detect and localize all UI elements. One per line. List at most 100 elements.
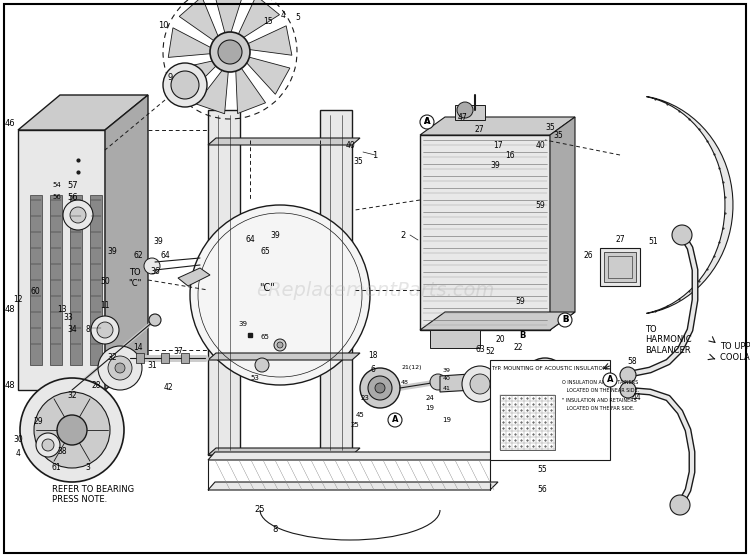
Text: 55: 55	[537, 466, 547, 475]
Polygon shape	[550, 117, 575, 330]
Polygon shape	[420, 135, 550, 330]
Text: 40: 40	[345, 140, 355, 149]
Text: O INSULATION AND RETAINERS: O INSULATION AND RETAINERS	[562, 379, 638, 384]
Text: 13: 13	[57, 305, 67, 315]
Circle shape	[388, 413, 402, 427]
Text: " INSULATION AND RETAINERS: " INSULATION AND RETAINERS	[562, 398, 637, 403]
Text: 11: 11	[100, 300, 109, 310]
Polygon shape	[18, 95, 148, 130]
Text: 39: 39	[490, 160, 500, 169]
Polygon shape	[178, 268, 210, 286]
Circle shape	[98, 346, 142, 390]
Text: 39: 39	[153, 237, 163, 247]
Text: 20: 20	[495, 335, 505, 344]
Text: 44: 44	[632, 393, 642, 403]
Text: 27: 27	[474, 125, 484, 134]
Circle shape	[57, 415, 87, 445]
Text: 64: 64	[160, 251, 170, 260]
Text: 25: 25	[255, 506, 266, 515]
Text: A: A	[424, 118, 430, 126]
Text: 63: 63	[476, 345, 484, 354]
Polygon shape	[18, 130, 105, 390]
Text: 35: 35	[553, 130, 562, 139]
Text: B: B	[519, 330, 525, 340]
Circle shape	[620, 367, 636, 383]
Circle shape	[20, 378, 124, 482]
Text: 56: 56	[537, 486, 547, 495]
Text: 59: 59	[515, 297, 525, 306]
Text: 35: 35	[545, 124, 555, 133]
Polygon shape	[440, 374, 474, 392]
Text: 2: 2	[400, 231, 406, 240]
Text: REFER TO BEARING
PRESS NOTE.: REFER TO BEARING PRESS NOTE.	[52, 485, 134, 505]
Bar	[90, 195, 102, 365]
Polygon shape	[430, 330, 480, 348]
Text: 39: 39	[270, 231, 280, 240]
Text: 1: 1	[372, 150, 377, 159]
Text: 47: 47	[457, 114, 466, 123]
Text: 39: 39	[238, 321, 248, 327]
Polygon shape	[246, 26, 292, 55]
Text: 8: 8	[86, 325, 90, 335]
Text: A: A	[424, 118, 430, 126]
Polygon shape	[179, 0, 219, 42]
Text: 9: 9	[167, 74, 172, 82]
Text: 64: 64	[245, 236, 255, 245]
Text: 54: 54	[53, 182, 62, 188]
Circle shape	[368, 376, 392, 400]
Text: 57: 57	[68, 180, 78, 189]
Circle shape	[34, 392, 110, 468]
Circle shape	[375, 383, 385, 393]
Text: 12: 12	[13, 296, 22, 305]
Polygon shape	[171, 61, 217, 96]
Bar	[608, 256, 632, 278]
Bar	[181, 353, 189, 363]
Circle shape	[149, 314, 161, 326]
Polygon shape	[208, 448, 360, 455]
Bar	[500, 395, 555, 450]
Text: 60: 60	[30, 287, 40, 296]
Text: 56: 56	[68, 193, 78, 202]
Text: 10: 10	[158, 21, 168, 30]
Text: 31: 31	[147, 360, 157, 369]
Text: 42: 42	[164, 384, 172, 393]
Text: TYP. MOUNTING OF ACOUSTIC INSULATION.: TYP. MOUNTING OF ACOUSTIC INSULATION.	[491, 365, 609, 370]
Text: 35: 35	[353, 158, 363, 167]
Text: 56: 56	[53, 194, 62, 200]
Text: 39: 39	[443, 368, 451, 373]
Text: 26: 26	[584, 252, 592, 261]
Text: 17: 17	[494, 140, 502, 149]
Polygon shape	[214, 0, 244, 35]
Polygon shape	[208, 110, 240, 455]
Text: 40: 40	[536, 140, 544, 149]
Text: 48: 48	[4, 380, 15, 389]
Text: 53: 53	[251, 375, 260, 381]
Polygon shape	[208, 452, 498, 460]
Text: 18: 18	[368, 350, 378, 359]
Text: 41: 41	[443, 385, 451, 390]
Text: 33: 33	[63, 314, 73, 323]
Text: 32: 32	[107, 354, 117, 363]
Text: 28: 28	[92, 380, 100, 389]
Text: 62: 62	[134, 251, 142, 260]
Circle shape	[190, 205, 370, 385]
Text: 39: 39	[107, 247, 117, 257]
Polygon shape	[236, 67, 266, 114]
Text: 29: 29	[33, 418, 43, 427]
Bar	[70, 195, 82, 365]
Text: 4: 4	[280, 11, 286, 19]
Bar	[490, 360, 610, 460]
Circle shape	[274, 339, 286, 351]
Text: 58: 58	[627, 358, 637, 367]
Text: 5: 5	[296, 13, 301, 22]
Text: 45: 45	[356, 412, 364, 418]
Text: 6: 6	[370, 365, 376, 374]
Bar	[136, 353, 144, 363]
Polygon shape	[245, 57, 290, 94]
Text: TO UPPER
COOLANT TUBE: TO UPPER COOLANT TUBE	[720, 343, 750, 361]
Circle shape	[420, 115, 434, 129]
Text: 46: 46	[4, 119, 15, 128]
Text: 16: 16	[506, 150, 515, 159]
Circle shape	[144, 258, 160, 274]
Text: 40: 40	[443, 375, 451, 380]
